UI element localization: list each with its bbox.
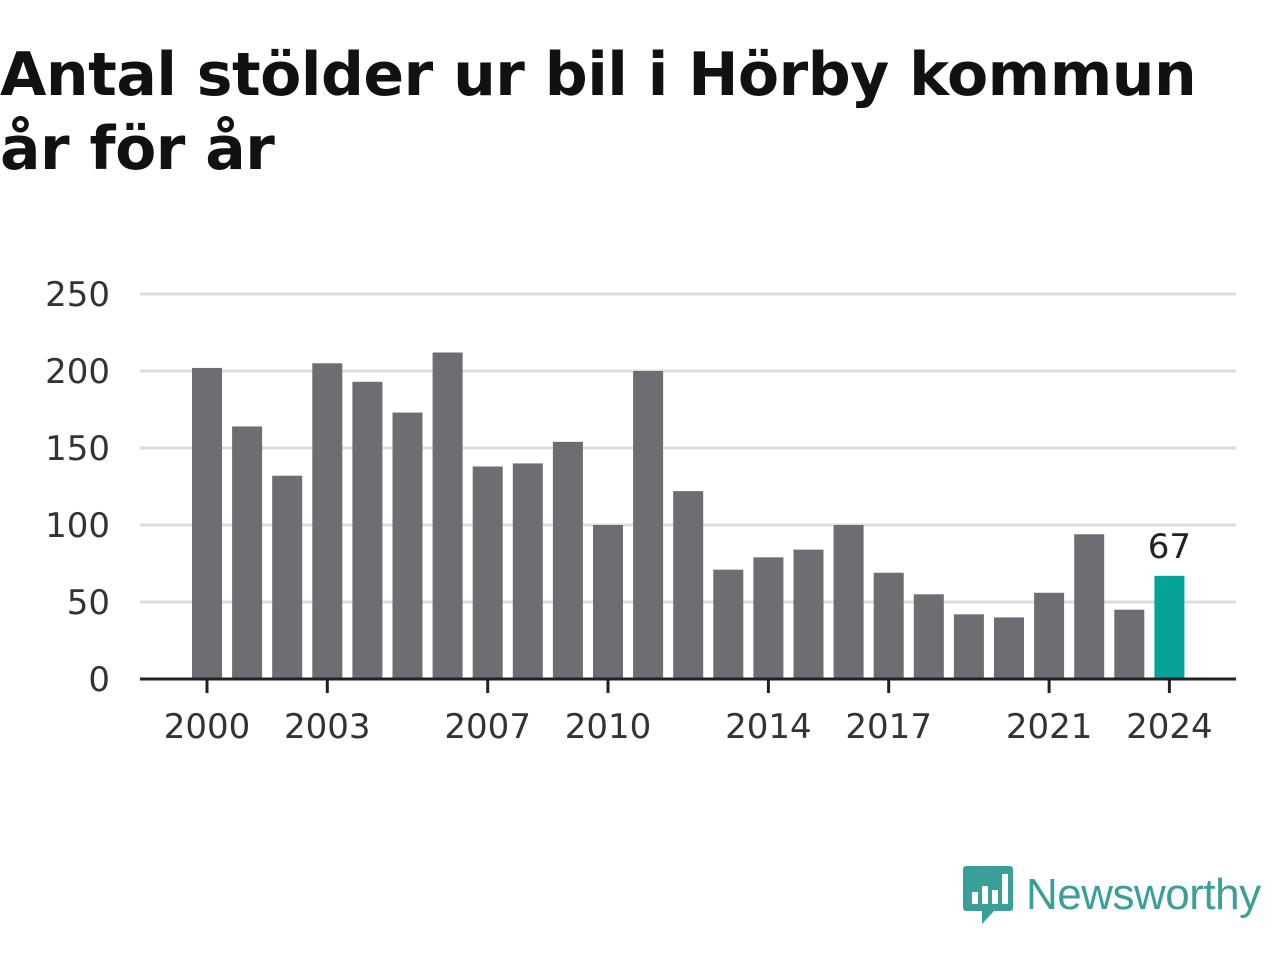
bar	[192, 367, 222, 679]
bar	[673, 491, 704, 679]
chart-title: Antal stölder ur bil i Hörby kommun år f…	[0, 40, 1197, 184]
data-labels: 67	[1148, 527, 1191, 567]
brand-name: Newsworthy	[1026, 870, 1261, 919]
bar	[593, 525, 623, 679]
y-tick-label: 150	[45, 429, 110, 469]
bar	[713, 569, 744, 679]
x-tick-label: 2007	[444, 707, 531, 747]
x-tick-label: 2024	[1126, 707, 1213, 747]
newsworthy-logo-icon	[963, 866, 1013, 924]
newsworthy-logo: Newsworthy	[962, 862, 1276, 928]
bar	[432, 352, 463, 679]
bar	[913, 594, 944, 679]
x-tick-label: 2010	[565, 707, 652, 747]
bar-highlighted	[1154, 575, 1185, 679]
bar	[472, 466, 503, 679]
x-tick-label: 2000	[164, 707, 251, 747]
bar	[753, 557, 784, 679]
x-tick-label: 2003	[284, 707, 371, 747]
y-tick-label: 50	[67, 583, 110, 623]
bar	[392, 412, 423, 679]
bars	[192, 352, 1185, 679]
x-tick-label: 2014	[725, 707, 812, 747]
x-axis: 2000 2003 2007 2010 2014 2017 2021 2024	[140, 677, 1236, 747]
bar	[352, 381, 383, 679]
bar	[1114, 609, 1145, 679]
bar	[552, 441, 583, 679]
bar	[272, 475, 303, 679]
y-tick-label: 200	[45, 352, 110, 392]
bar	[512, 463, 543, 679]
bar	[873, 572, 904, 679]
bar	[793, 549, 824, 679]
y-tick-label: 0	[88, 660, 110, 700]
y-axis-tick-labels: 0 50 100 150 200 250	[45, 275, 110, 700]
bar	[833, 525, 864, 679]
x-tick-label: 2017	[845, 707, 932, 747]
bar	[633, 371, 664, 679]
y-tick-label: 250	[45, 275, 110, 315]
y-tick-label: 100	[45, 506, 110, 546]
bar	[232, 426, 263, 679]
bar	[994, 617, 1024, 679]
bar	[1034, 592, 1065, 679]
x-tick-label: 2021	[1006, 707, 1093, 747]
data-label: 67	[1148, 527, 1191, 567]
bar	[953, 614, 984, 679]
bar	[312, 363, 343, 679]
bar	[1074, 534, 1105, 679]
